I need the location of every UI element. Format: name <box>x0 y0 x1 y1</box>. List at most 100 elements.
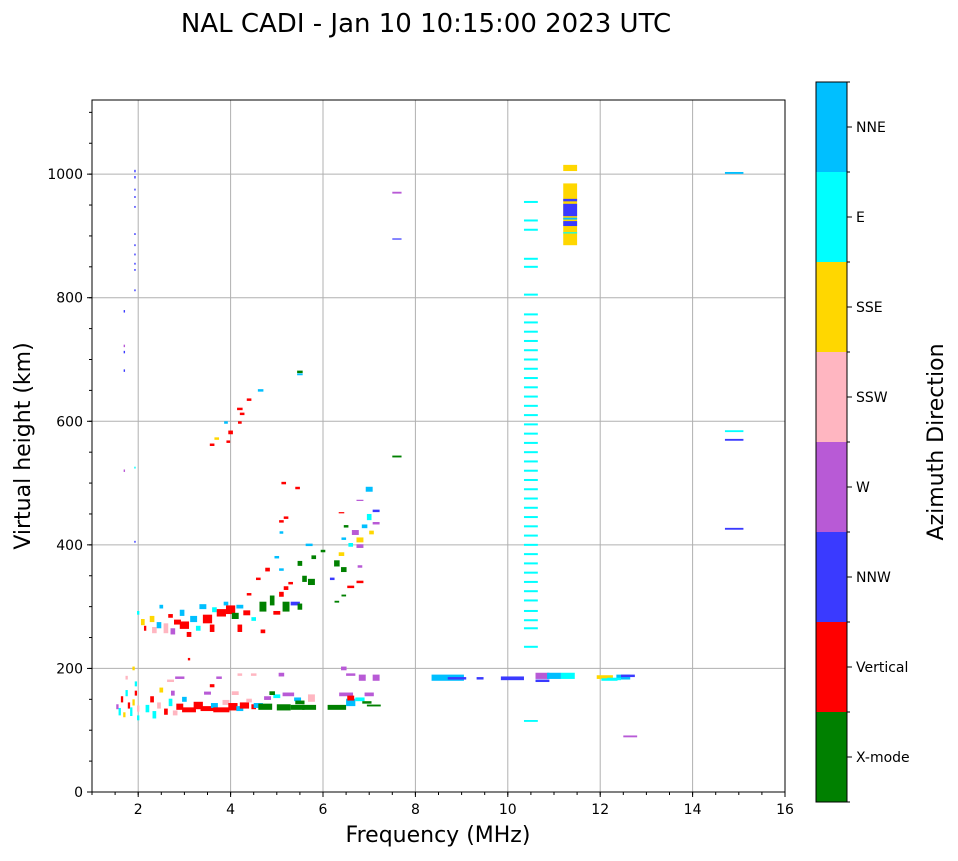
data-point-column <box>523 488 538 491</box>
data-point-x-mode <box>334 560 340 567</box>
data-point-vertical <box>179 621 190 629</box>
colorbar-label-w: W <box>856 480 870 496</box>
data-point-vertical <box>243 610 251 616</box>
data-point-vertical <box>283 516 289 519</box>
data-point-nne <box>182 696 187 702</box>
data-point-nnw <box>620 674 635 678</box>
data-point-x-mode <box>269 595 275 606</box>
data-point-ssw <box>307 694 315 702</box>
data-point-x-mode <box>259 601 267 612</box>
data-point-x-mode <box>343 525 349 528</box>
data-point-w <box>204 691 211 695</box>
data-point-column <box>523 367 538 370</box>
data-point-ssw <box>222 699 230 705</box>
data-point-column <box>523 321 538 324</box>
data-point-w <box>339 692 354 697</box>
data-point-w <box>356 544 364 548</box>
data-point-nnw <box>329 577 335 581</box>
data-point-w <box>278 672 285 677</box>
chart-title: NAL CADI - Jan 10 10:15:00 2023 UTC <box>181 9 671 39</box>
data-point-vertical <box>209 624 215 632</box>
data-point-vertical <box>182 707 196 713</box>
data-point-e <box>560 672 575 679</box>
data-point-vertical <box>213 707 230 713</box>
data-point-nnw <box>134 169 136 173</box>
data-point-sse <box>214 437 220 440</box>
data-point-e <box>724 430 744 433</box>
data-point-w <box>392 191 402 194</box>
data-point-vertical <box>256 577 261 581</box>
data-point-nnw <box>476 677 484 680</box>
data-point-e <box>145 704 150 713</box>
data-point-nnw <box>134 188 136 191</box>
colorbar-frame <box>815 81 848 803</box>
data-point-vertical <box>281 481 287 485</box>
data-point-nnw <box>392 238 402 240</box>
x-axis-label: Frequency (MHz) <box>346 823 531 848</box>
data-point-column <box>523 506 538 509</box>
data-point-vertical <box>228 703 238 711</box>
data-point-e <box>134 681 138 687</box>
data-point-ssw <box>163 623 169 634</box>
data-point-x-mode <box>258 703 273 710</box>
data-point-vertical <box>237 624 243 632</box>
data-point-x-mode <box>302 704 317 710</box>
data-point-x-mode <box>282 601 290 612</box>
data-point-sse <box>159 687 164 693</box>
data-point-ssw <box>231 691 239 695</box>
data-point-column <box>523 478 538 481</box>
data-point-column <box>523 358 538 361</box>
data-point-x-mode <box>311 555 317 560</box>
colorbar-segment-nne <box>816 82 847 172</box>
data-point-vertical <box>246 398 252 401</box>
data-point-nnw <box>134 540 136 543</box>
data-point-sse <box>140 619 145 626</box>
data-point-column <box>523 219 538 222</box>
data-point-x-mode <box>297 603 303 610</box>
data-point-e <box>273 694 281 699</box>
data-point-nne <box>563 217 578 220</box>
data-point-x-mode <box>341 594 347 597</box>
data-point-column <box>523 469 538 472</box>
data-point-nne <box>236 604 244 609</box>
data-point-nnw <box>134 196 136 198</box>
data-point-column <box>523 534 538 537</box>
data-point-x-mode <box>307 578 315 586</box>
data-point-column <box>523 432 538 435</box>
data-point-column <box>523 619 538 622</box>
data-point-w <box>346 673 356 676</box>
data-point-vertical <box>143 625 147 631</box>
data-point-nne <box>361 524 368 529</box>
data-point-w <box>623 735 638 738</box>
data-point-e <box>137 610 140 615</box>
data-point-vertical <box>260 629 266 634</box>
data-point-vertical <box>168 614 173 618</box>
data-point-column <box>523 228 538 231</box>
data-point-column <box>523 200 538 203</box>
data-point-column <box>523 330 538 333</box>
data-point-vertical <box>127 702 131 709</box>
data-point-column <box>523 395 538 398</box>
data-point-vertical <box>273 610 281 615</box>
data-point-nne <box>199 604 207 610</box>
data-point-column <box>523 441 538 444</box>
data-point-x-mode <box>276 704 291 711</box>
colorbar-label-nnw: NNW <box>856 570 891 586</box>
data-point-nnw <box>134 205 136 208</box>
data-point-vertical <box>226 440 231 443</box>
data-point-column <box>523 580 538 583</box>
data-point-e <box>134 466 136 469</box>
data-point-ssw <box>125 675 128 680</box>
data-point-nne <box>547 672 561 679</box>
data-point-vertical <box>356 580 364 584</box>
data-point-e <box>118 707 121 716</box>
colorbar-segment-nnw <box>816 532 847 622</box>
colorbar-segment-x-mode <box>816 712 847 802</box>
colorbar-segment-sse <box>816 262 847 352</box>
data-point-w <box>351 530 359 535</box>
data-point-vertical <box>200 706 215 712</box>
data-point-x-mode <box>297 370 303 374</box>
data-point-nne <box>279 568 284 571</box>
data-point-w <box>216 676 222 679</box>
